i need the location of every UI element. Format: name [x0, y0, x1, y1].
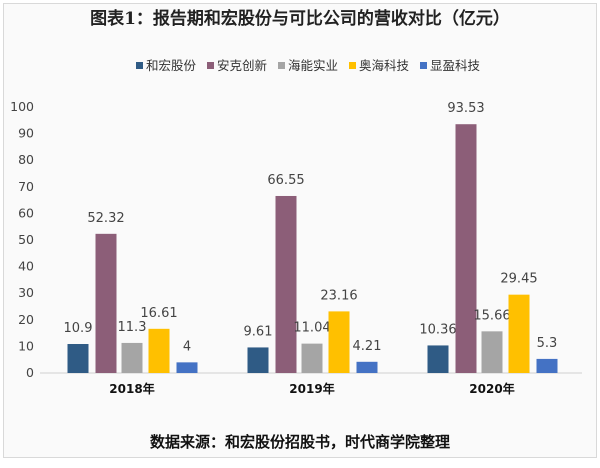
legend-swatch [420, 62, 427, 69]
bars: 10.9 52.32 11.316.61 4 9.61 66.55 11.04 23.16 4.… [64, 101, 558, 373]
y-tick-label: 90 [18, 126, 34, 141]
legend-label: 奥海科技 [359, 58, 410, 73]
legend-label: 海能实业 [288, 58, 338, 73]
data-label: 93.53 [447, 101, 484, 116]
data-label: 11.04 [293, 321, 330, 336]
bar [455, 124, 477, 373]
y-tick-label: 100 [10, 99, 34, 114]
legend-label: 显盈科技 [430, 58, 481, 73]
data-label: 29.45 [500, 272, 537, 287]
x-tick-label: 2019年 [289, 381, 334, 396]
bar [67, 344, 89, 373]
x-axis: 2018年 2019年 2020年 [109, 381, 514, 396]
bar [427, 345, 449, 373]
data-label: 4.21 [353, 339, 382, 354]
data-label: 15.66 [473, 308, 510, 323]
data-label: 11.3 [118, 320, 147, 335]
y-tick-label: 60 [18, 205, 34, 220]
legend-label: 安克创新 [217, 58, 267, 73]
y-tick-label: 70 [18, 179, 34, 194]
data-label: 52.32 [87, 211, 124, 226]
chart-title: 图表1：报告期和宏股份与可比公司的营收对比（亿元） [90, 8, 510, 29]
y-tick-label: 20 [18, 312, 34, 327]
chart-frame [3, 3, 597, 458]
bar [176, 362, 198, 373]
bar [328, 311, 350, 373]
bar [148, 328, 170, 373]
legend-item: 海能实业 [278, 58, 338, 73]
data-label: 66.55 [267, 173, 304, 188]
bar [121, 342, 143, 373]
data-label: 9.61 [244, 324, 273, 339]
bar [481, 331, 503, 373]
y-tick-label: 50 [18, 232, 34, 247]
y-tick-label: 10 [18, 338, 34, 353]
y-tick-label: 40 [18, 259, 34, 274]
legend-swatch [278, 62, 285, 69]
data-label: 10.9 [64, 321, 93, 336]
x-tick-label: 2018年 [109, 381, 154, 396]
y-tick-label: 80 [18, 152, 34, 167]
bar [356, 361, 378, 373]
y-tick-label: 30 [18, 285, 34, 300]
data-label: 10.36 [419, 322, 456, 337]
x-tick-label: 2020年 [469, 381, 514, 396]
legend: 和宏股份 安克创新 海能实业 奥海科技 显盈科技 [136, 58, 481, 73]
bar [247, 347, 269, 373]
legend-item: 奥海科技 [349, 58, 410, 73]
bar [536, 358, 558, 373]
bar [275, 195, 297, 373]
source-note: 数据来源：和宏股份招股书，时代商学院整理 [150, 433, 450, 451]
legend-swatch [136, 62, 143, 69]
legend-label: 和宏股份 [146, 58, 197, 73]
legend-item: 显盈科技 [420, 58, 481, 73]
bar [95, 233, 117, 373]
legend-swatch [207, 62, 214, 69]
bar [508, 294, 530, 373]
y-axis: 0 10 20 30 40 50 60 70 80 90 100 [10, 99, 34, 380]
data-label: 16.61 [140, 306, 177, 321]
data-label: 4 [183, 339, 191, 354]
legend-swatch [349, 62, 356, 69]
y-tick-label: 0 [26, 365, 34, 380]
legend-item: 安克创新 [207, 58, 267, 73]
legend-item: 和宏股份 [136, 58, 197, 73]
bar [301, 343, 323, 373]
data-label: 5.3 [537, 336, 558, 351]
data-label: 23.16 [320, 288, 357, 303]
